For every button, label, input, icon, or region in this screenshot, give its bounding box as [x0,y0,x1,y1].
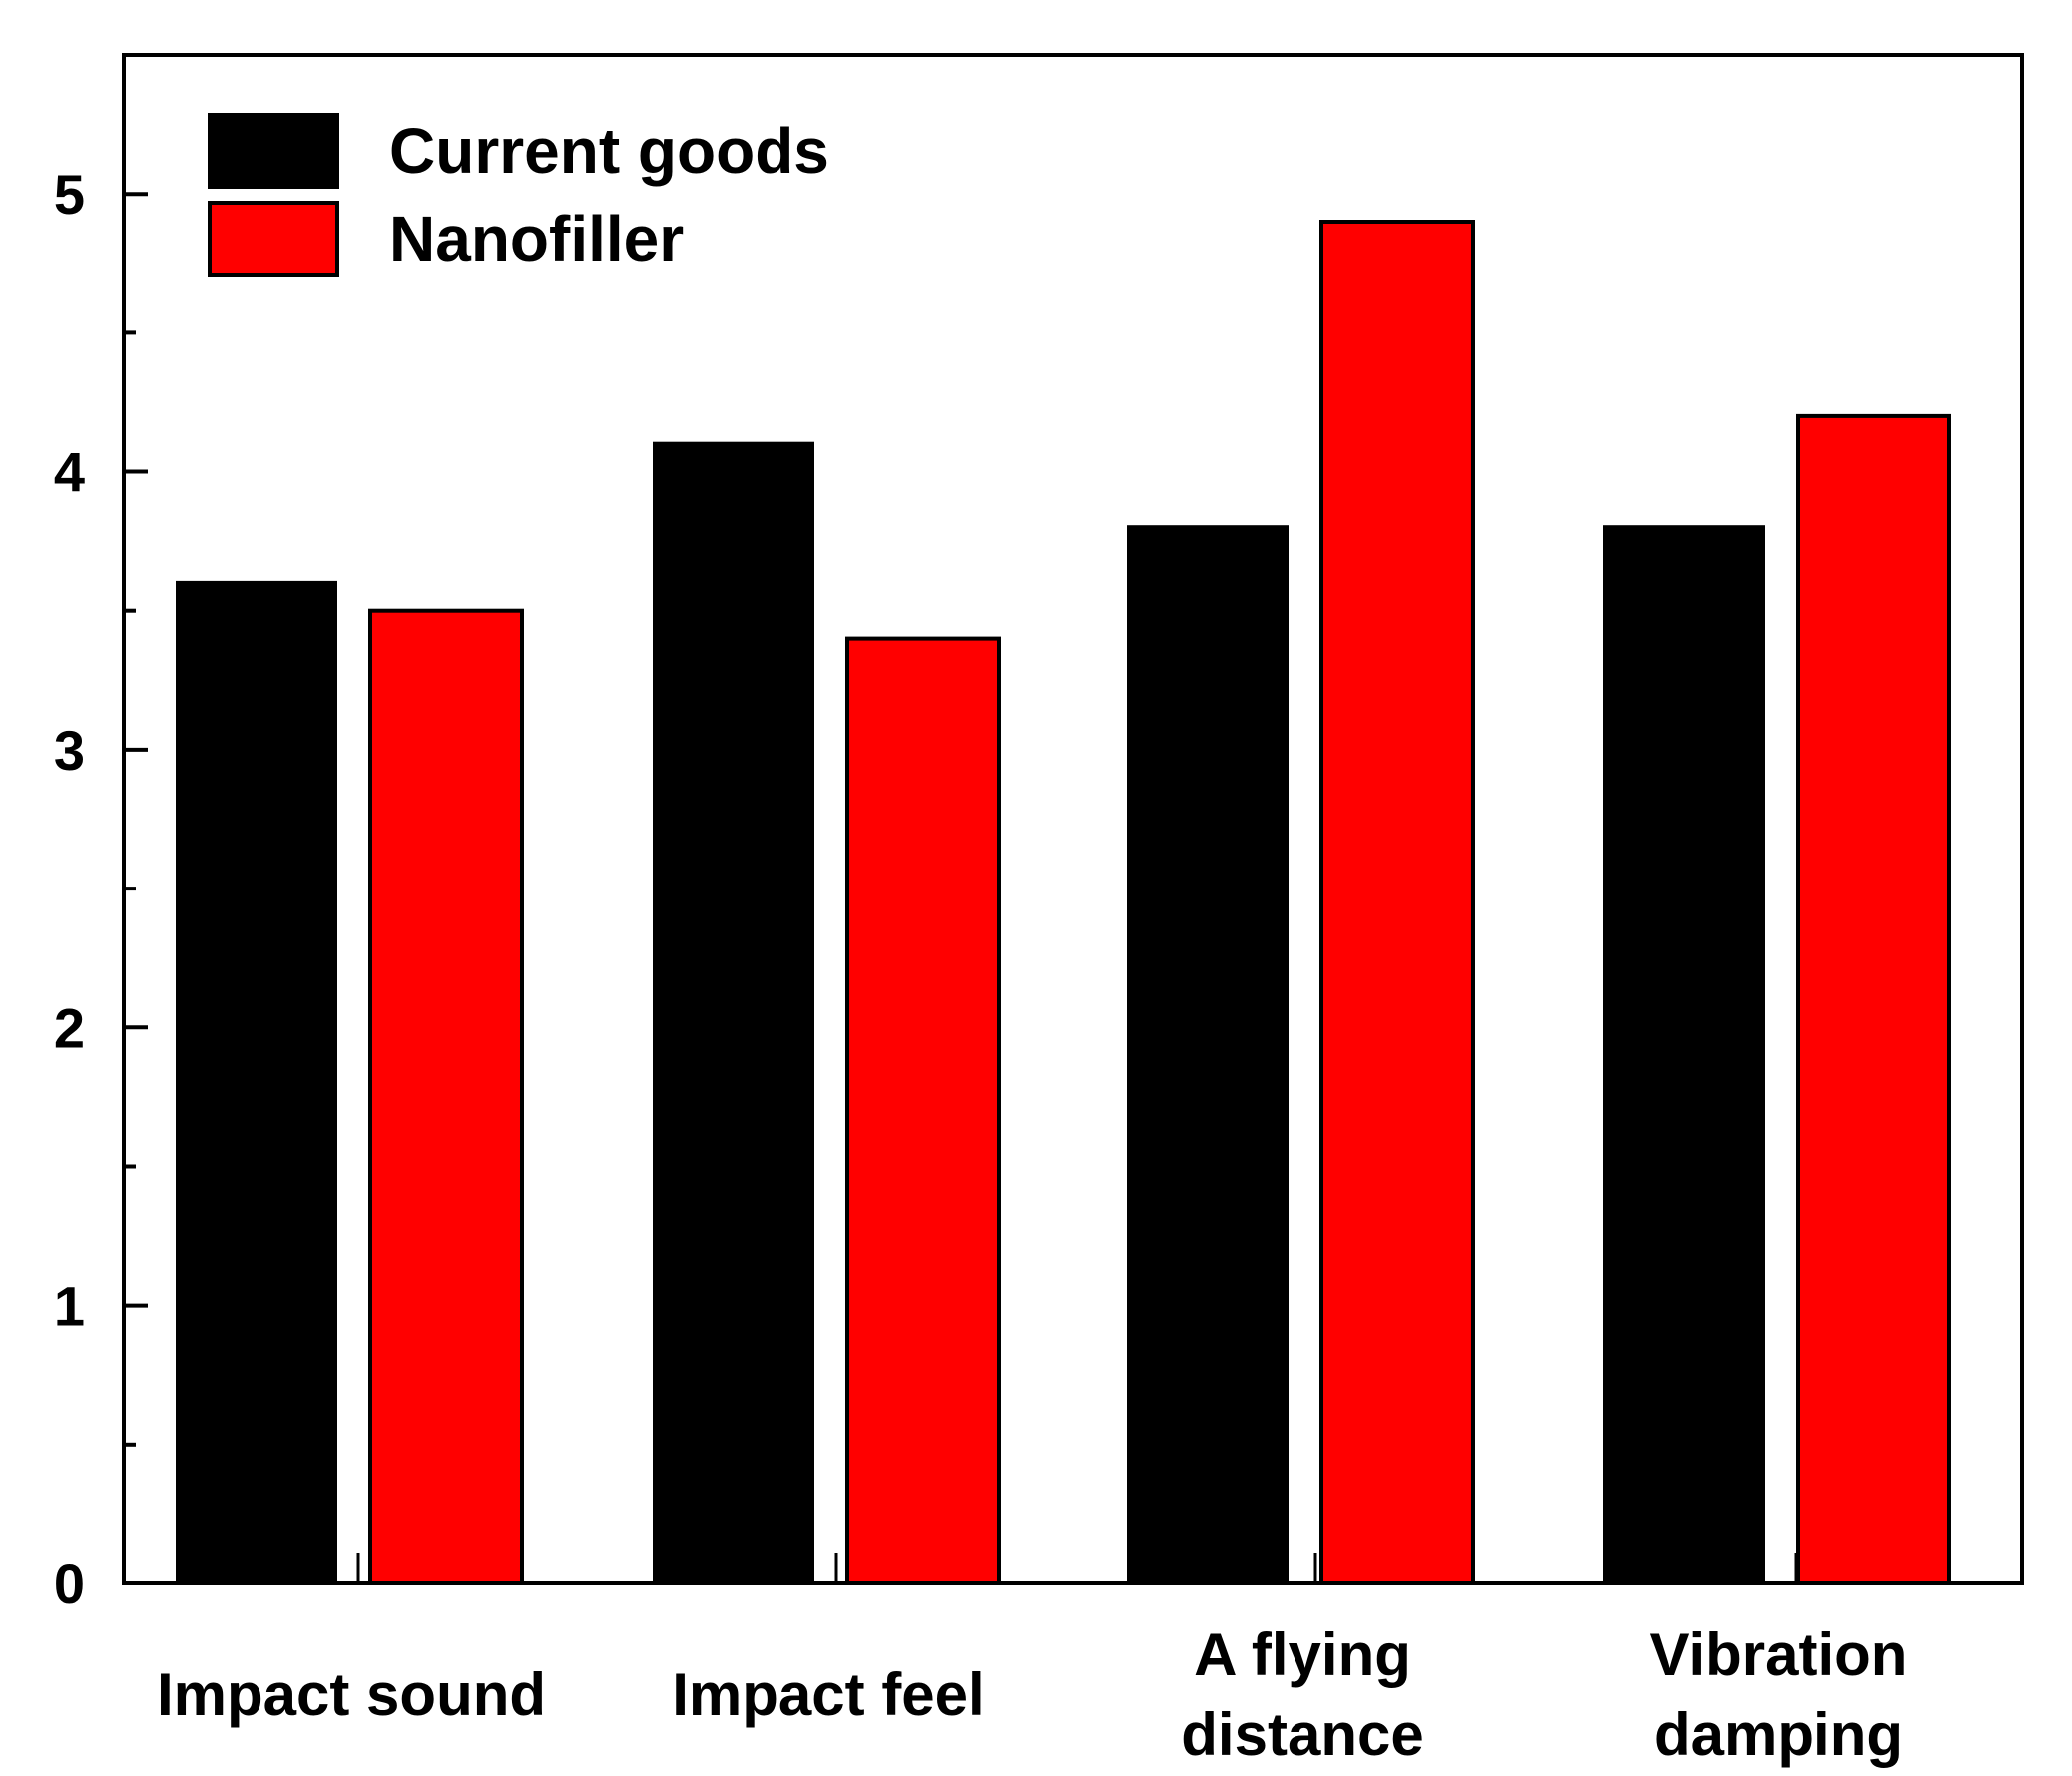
y-tick-label: 3 [54,719,85,782]
bar-current-goods-1 [653,441,814,1586]
bar-current-goods-0 [176,580,337,1585]
category-label: Vibration [1650,1621,1908,1688]
plot-frame [122,53,2024,1585]
y-tick-label: 2 [54,996,85,1059]
legend-label-nanofiller: Nanofiller [389,203,684,275]
bar-current-goods-3 [1603,525,1765,1586]
legend-label-current-goods: Current goods [389,115,829,187]
legend-swatch-current-goods [208,113,339,189]
category-label: damping [1654,1701,1903,1768]
legend-swatch-nanofiller [208,201,339,277]
y-tick-label: 1 [54,1275,85,1338]
bar-nanofiller-1 [845,636,1001,1585]
bar-nanofiller-3 [1796,413,1951,1585]
bar-nanofiller-0 [368,608,524,1585]
category-label: Impact sound [157,1661,546,1728]
category-label: A flying [1194,1621,1411,1688]
y-axis-tick-labels: 0 1 2 3 4 5 [54,163,85,1615]
x-axis-ticks [356,1553,1798,1583]
x-axis-category-labels: Impact sound Impact feel A flying distance V… [157,1621,1907,1768]
bar-current-goods-2 [1127,525,1289,1586]
bars-layer [176,220,1951,1586]
category-label: Impact feel [672,1661,984,1728]
y-tick-label: 4 [54,441,85,504]
bar-nanofiller-2 [1319,220,1475,1585]
y-tick-label: 0 [54,1552,85,1615]
category-label: distance [1181,1701,1423,1768]
legend: Current goods Nanofiller [208,113,829,277]
y-tick-label: 5 [54,163,85,226]
